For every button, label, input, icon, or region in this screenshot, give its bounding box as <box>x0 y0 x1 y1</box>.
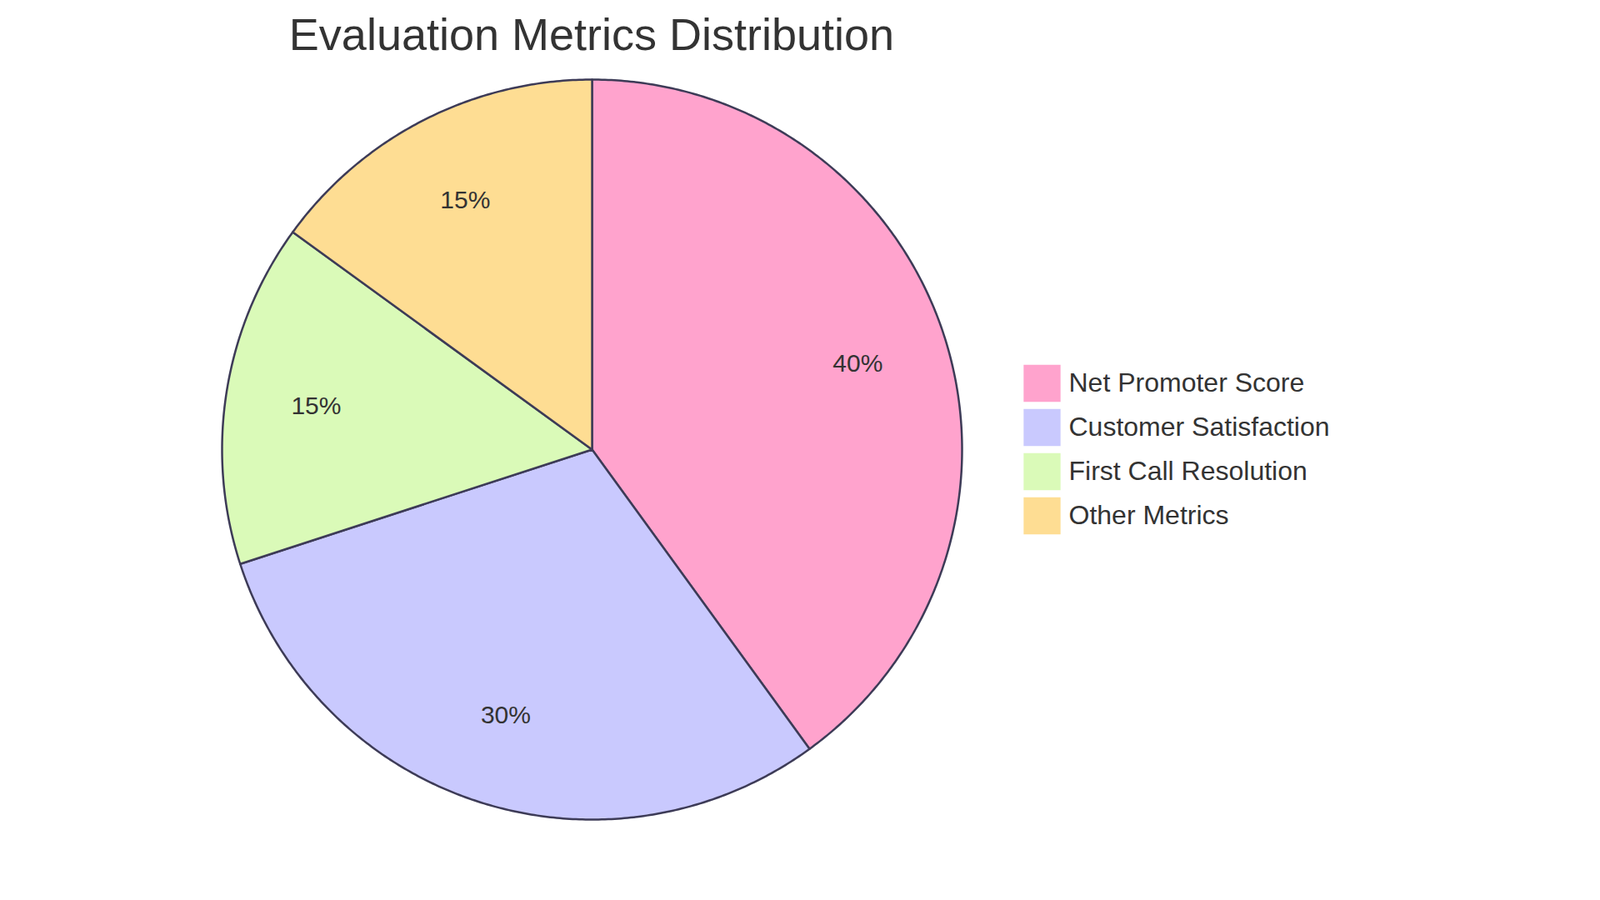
svg-text:15%: 15% <box>290 391 341 420</box>
svg-text:First Call Resolution: First Call Resolution <box>1069 455 1308 486</box>
svg-text:Other Metrics: Other Metrics <box>1069 500 1230 530</box>
svg-text:15%: 15% <box>440 185 490 214</box>
svg-text:40%: 40% <box>832 349 883 377</box>
svg-text:Customer Satisfaction: Customer Satisfaction <box>1069 411 1330 442</box>
svg-text:30%: 30% <box>480 700 531 729</box>
html-text:Evaluation Metrics Distributio: Evaluation Metrics Distribution <box>289 9 895 60</box>
svg-text:Net Promoter Score: Net Promoter Score <box>1069 367 1305 398</box>
